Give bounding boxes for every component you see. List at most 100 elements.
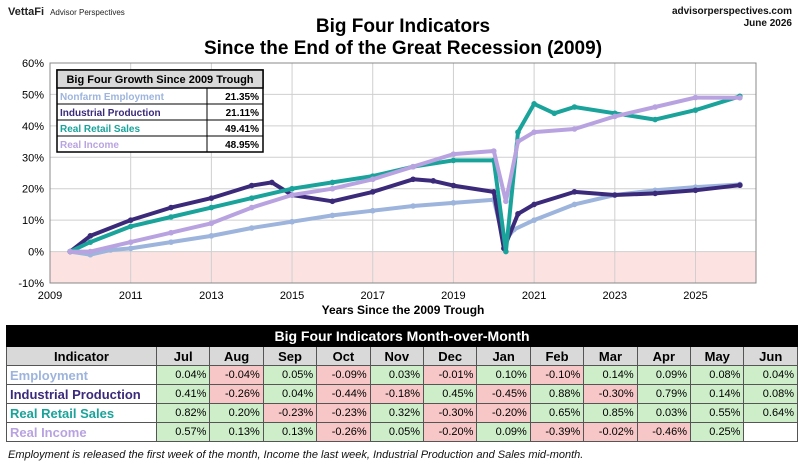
mom-table: Big Four Indicators Month-over-Month Ind…	[6, 325, 798, 442]
data-point	[127, 239, 134, 245]
mom-cell: 0.57%	[155, 422, 211, 442]
data-point	[248, 195, 255, 201]
data-point	[450, 182, 457, 189]
data-point	[329, 185, 336, 192]
data-point	[612, 192, 618, 198]
mom-cell: 0.20%	[209, 403, 264, 423]
mom-indicator-name: Real Income	[6, 422, 157, 442]
data-point	[168, 229, 174, 236]
data-point	[503, 248, 509, 255]
mom-cell: -0.30%	[423, 403, 478, 423]
mom-row: Industrial Production 0.41% -0.26% 0.04% -0.…	[6, 384, 798, 404]
data-point	[410, 176, 416, 183]
data-point	[571, 189, 578, 195]
x-tick-label: 2021	[522, 290, 546, 302]
data-point	[652, 116, 658, 123]
mom-cell: 0.08%	[743, 384, 798, 404]
mom-header-month: Mar	[583, 346, 638, 366]
chart-title-line1: Big Four Indicators	[315, 16, 491, 37]
data-point	[329, 212, 336, 219]
data-point	[67, 248, 73, 255]
mom-cell: 0.64%	[743, 403, 798, 423]
data-point	[208, 220, 215, 227]
mom-cell: -0.26%	[316, 422, 371, 442]
data-point	[248, 204, 255, 211]
mom-header-month: Jul	[155, 346, 211, 366]
mom-header-month: Aug	[209, 346, 264, 366]
data-point	[289, 218, 295, 225]
data-point	[515, 138, 521, 145]
data-point	[127, 223, 134, 230]
mom-cell: -0.10%	[529, 365, 585, 385]
data-point	[369, 189, 376, 195]
mom-cell: 0.88%	[529, 384, 585, 404]
mom-indicator-name: Industrial Production	[6, 384, 157, 404]
mom-cell: 0.03%	[636, 403, 692, 423]
brand-logo: VettaFi Advisor Perspectives	[8, 6, 125, 18]
mom-cell: 0.04%	[743, 365, 798, 385]
legend-entry-value: 21.35%	[225, 92, 259, 103]
mom-header-month: May	[690, 346, 745, 366]
data-point	[450, 200, 457, 206]
mom-cell: -0.18%	[369, 384, 425, 404]
legend-entry-value: 49.41%	[225, 124, 259, 135]
data-point	[208, 204, 215, 211]
series-line	[68, 95, 742, 254]
data-point	[652, 104, 658, 110]
mom-cell	[743, 422, 798, 442]
y-tick-label: 40%	[22, 121, 44, 133]
mom-cell: 0.05%	[369, 422, 425, 442]
legend-entry-label: Industrial Production	[60, 108, 161, 119]
data-point	[329, 198, 336, 205]
legend-title: Big Four Growth Since 2009 Trough	[66, 74, 253, 86]
mom-cell: 0.03%	[369, 365, 425, 385]
x-tick-label: 2025	[683, 290, 707, 302]
data-point	[692, 107, 699, 113]
mom-cell: 0.09%	[476, 422, 531, 442]
site-date: June 2026	[743, 18, 792, 29]
mom-cell: -0.44%	[316, 384, 371, 404]
mom-cell: -0.01%	[423, 365, 478, 385]
brand-name: VettaFi	[8, 6, 45, 18]
data-point	[450, 157, 457, 164]
data-point	[208, 233, 215, 239]
data-point	[531, 217, 537, 223]
mom-cell: 0.04%	[262, 384, 318, 404]
data-point	[248, 225, 255, 231]
mom-cell: -0.46%	[636, 422, 692, 442]
mom-cell: 0.45%	[423, 384, 478, 404]
data-point	[289, 192, 295, 198]
mom-header-month: Feb	[529, 346, 585, 366]
data-point	[450, 151, 457, 157]
data-point	[551, 110, 558, 117]
data-point	[289, 185, 295, 192]
mom-header-month: Jun	[743, 346, 798, 366]
x-tick-label: 2019	[441, 290, 465, 302]
mom-indicator-name: Real Retail Sales	[6, 403, 157, 423]
mom-header-month: Apr	[636, 346, 692, 366]
data-point	[692, 94, 699, 101]
line-chart: 60% 50% 40% 30% 20% 10% 0% -10%2009 2011 2013 2015…	[18, 58, 757, 317]
data-point	[369, 176, 376, 183]
mom-cell: -0.39%	[529, 422, 585, 442]
footnote: Employment is released the first week of…	[8, 449, 584, 461]
mom-cell: 0.09%	[636, 365, 692, 385]
data-point	[737, 182, 743, 189]
mom-header-month: Dec	[423, 346, 478, 366]
data-point	[248, 182, 255, 189]
x-tick-label: 2013	[199, 290, 223, 302]
mom-row: Real Income 0.57% 0.13% 0.13% -0.26% 0.05% -0.…	[6, 422, 798, 442]
legend-entry-label: Real Income	[60, 140, 119, 151]
mom-cell: 0.25%	[690, 422, 745, 442]
x-tick-label: 2009	[38, 290, 62, 302]
mom-cell: -0.20%	[423, 422, 478, 442]
data-point	[692, 187, 699, 194]
mom-cell: -0.09%	[316, 365, 371, 385]
data-point	[571, 201, 578, 208]
mom-row: Employment 0.04% -0.04% 0.05% -0.09% 0.03% -0.…	[6, 365, 798, 385]
site-info: advisorperspectives.com June 2026	[672, 6, 792, 30]
y-tick-label: -10%	[18, 278, 44, 290]
data-point	[329, 179, 336, 186]
mom-cell: 0.65%	[529, 403, 585, 423]
brand-subtitle: Advisor Perspectives	[50, 8, 125, 17]
